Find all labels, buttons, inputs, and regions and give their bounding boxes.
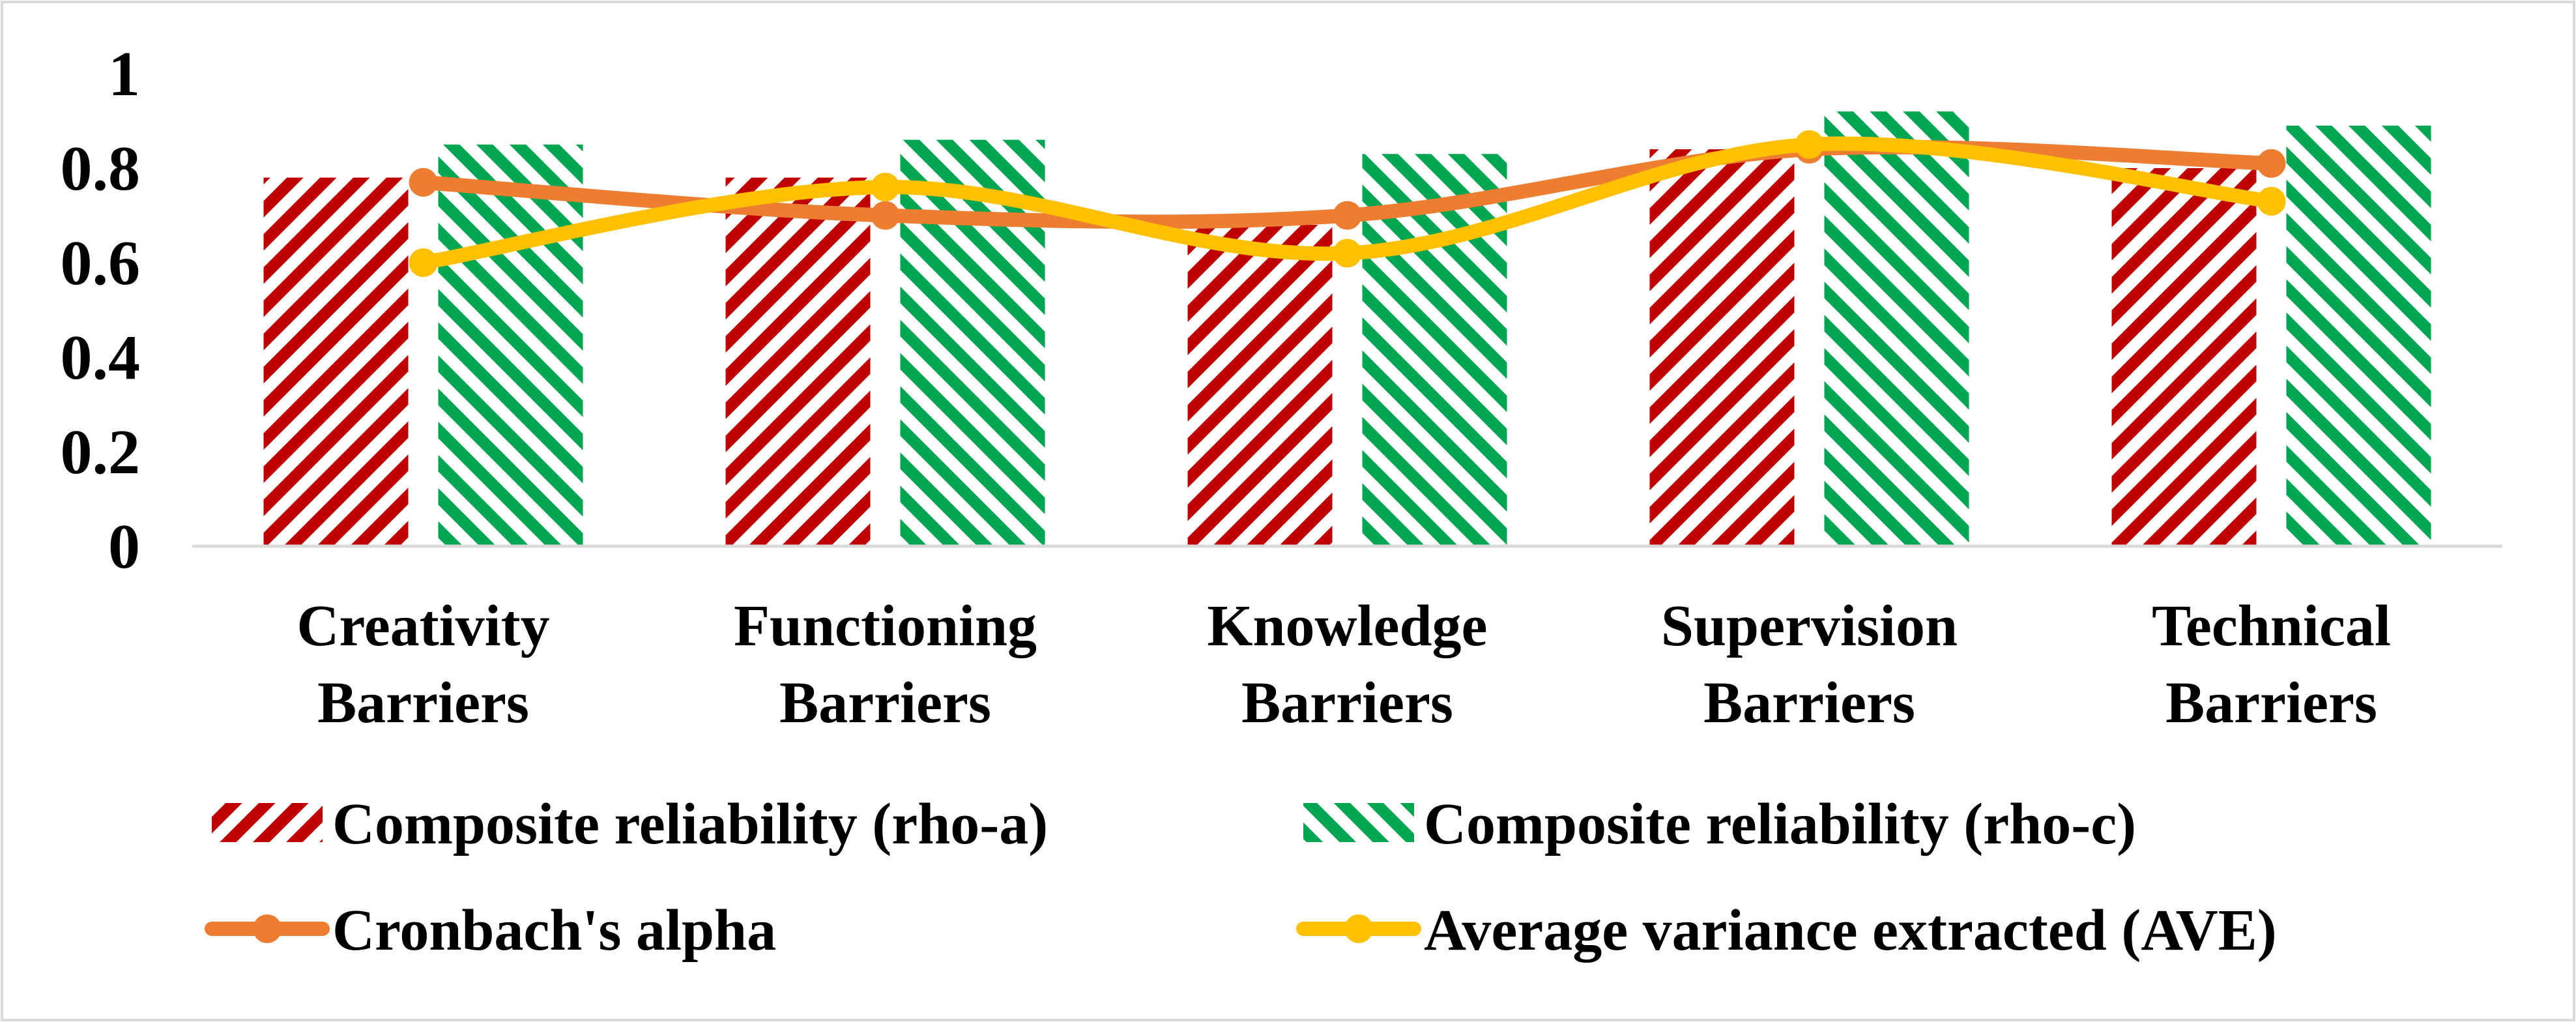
bar-rho-a-5 [2111, 168, 2257, 546]
point-ave-4 [1795, 130, 1824, 159]
point-cronbach-alpha-1 [409, 168, 438, 197]
x-category-label: Creativity [297, 594, 549, 658]
x-category-label: Barriers [317, 671, 529, 735]
y-tick-label: 0.4 [61, 323, 141, 393]
point-ave-2 [871, 173, 900, 201]
point-ave-5 [2257, 186, 2286, 216]
legend-swatch-rho-a [212, 803, 323, 842]
point-ave-1 [409, 248, 438, 277]
x-category-label: Knowledge [1207, 594, 1487, 658]
x-category-label: Barriers [1703, 671, 1915, 735]
legend-marker-ave [1344, 914, 1373, 943]
legend-marker-cronbach-alpha [253, 914, 282, 943]
y-tick-label: 0 [108, 512, 140, 582]
legend-label: Cronbach's alpha [332, 898, 776, 963]
x-category-label: Supervision [1661, 594, 1958, 658]
y-tick-label: 0.2 [61, 417, 141, 488]
x-category-label: Barriers [1241, 671, 1453, 735]
point-ave-3 [1333, 239, 1362, 268]
x-category-label: Technical [2152, 594, 2391, 658]
bar-rho-a-2 [725, 177, 871, 546]
bar-rho-c-4 [1824, 111, 1969, 546]
legend-label: Average variance extracted (AVE) [1424, 898, 2277, 963]
x-category-label: Functioning [734, 594, 1037, 658]
bar-rho-a-3 [1187, 225, 1333, 546]
y-tick-label: 1 [108, 39, 140, 110]
x-category-label: Barriers [779, 671, 991, 735]
bar-rho-a-4 [1649, 149, 1795, 546]
legend-label: Composite reliability (rho-a) [332, 792, 1048, 856]
y-tick-label: 0.8 [61, 134, 141, 204]
y-tick-label: 0.6 [61, 228, 141, 299]
legend-label: Composite reliability (rho-c) [1424, 792, 2136, 856]
point-cronbach-alpha-3 [1333, 201, 1362, 230]
legend-swatch-rho-c [1303, 803, 1414, 842]
bar-rho-a-1 [263, 177, 409, 546]
bar-rho-c-3 [1362, 154, 1507, 546]
bar-rho-c-5 [2286, 125, 2431, 546]
x-category-label: Barriers [2165, 671, 2377, 735]
point-cronbach-alpha-5 [2257, 149, 2286, 178]
point-cronbach-alpha-2 [871, 201, 900, 230]
bar-rho-c-1 [438, 144, 583, 546]
